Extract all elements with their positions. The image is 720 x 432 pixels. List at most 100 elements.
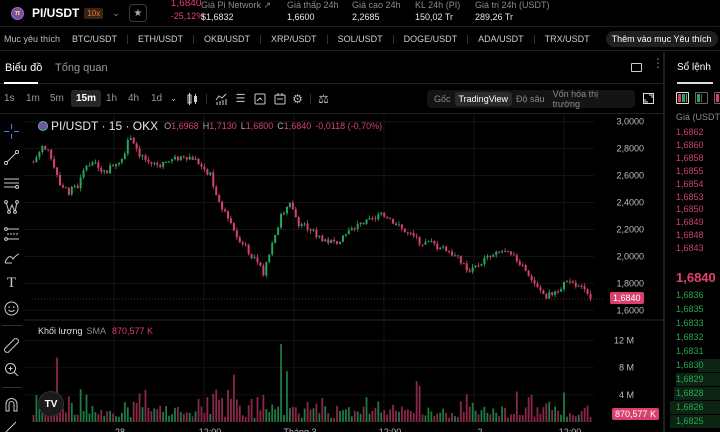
ask-row[interactable]: 1,6862 xyxy=(665,126,720,139)
pair-name[interactable]: PI/USDT xyxy=(32,6,80,20)
ask-row[interactable]: 1,6858 xyxy=(665,152,720,165)
order-book: Sổ lệnh Giá (USDT) 1,6862 1,6860 1,6858 1,6… xyxy=(665,52,720,432)
timeframe-1s[interactable]: 1s xyxy=(4,93,15,104)
ask-row[interactable]: 1,6853 xyxy=(665,191,720,204)
ask-row[interactable]: 1,6860 xyxy=(665,139,720,152)
fullscreen-icon[interactable] xyxy=(642,92,655,105)
price-chart[interactable]: 3,0000 2,8000 2,6000 2,4000 2,2000 2,0000 1,80… xyxy=(24,115,663,432)
bid-row[interactable]: 1,6826 xyxy=(665,401,720,414)
magnet-icon[interactable] xyxy=(3,396,20,413)
order-book-tab-underline xyxy=(677,82,713,84)
text-tool-icon[interactable]: T xyxy=(6,275,17,291)
bid-row[interactable]: 1,6828 xyxy=(665,387,720,400)
favorite-pair-trx-usdt[interactable]: TRX/USDT xyxy=(533,34,600,44)
pattern-icon[interactable] xyxy=(3,199,20,216)
open-label: O xyxy=(164,121,172,131)
fib-retracement-icon[interactable] xyxy=(3,225,20,242)
view-original[interactable]: Gốc xyxy=(434,94,451,104)
bid-row[interactable]: 1,6831 xyxy=(665,345,720,358)
leverage-badge: 10x xyxy=(84,7,104,19)
favorite-pair-okb-usdt[interactable]: OKB/USDT xyxy=(193,34,260,44)
chart-view-switcher: Gốc TradingView Độ sâu Vốn hóa thị trườn… xyxy=(427,89,635,109)
alert-icon[interactable] xyxy=(273,92,286,105)
tab-chart[interactable]: Biểu đồ xyxy=(5,62,43,74)
favorite-pair-btc-usdt[interactable]: BTC/USDT xyxy=(72,33,118,44)
bid-price: 1,6826 xyxy=(676,402,704,412)
bid-row[interactable]: 1,6835 xyxy=(665,303,720,316)
settings-gear-icon[interactable]: ⚙ xyxy=(292,91,303,106)
favorite-pair-eth-usdt[interactable]: ETH/USDT xyxy=(127,34,193,44)
ruler-icon[interactable] xyxy=(3,337,20,354)
ask-row[interactable]: 1,6850 xyxy=(665,203,720,216)
menu-lines-icon[interactable]: ☰ xyxy=(235,93,246,105)
ask-row[interactable]: 1,6854 xyxy=(665,178,720,191)
parallel-lines-icon[interactable] xyxy=(3,175,20,192)
bids-only-view-icon[interactable] xyxy=(695,92,708,104)
timeframe-4h[interactable]: 4h xyxy=(128,93,140,104)
ask-row[interactable]: 1,6855 xyxy=(665,165,720,178)
chart-symbol[interactable]: PI/USDT · 15 · OKX xyxy=(51,119,159,133)
volume-legend: Khối lượng SMA 870,577 K xyxy=(38,326,153,336)
timeframe-1h[interactable]: 1h xyxy=(106,93,118,104)
window-layout-icon[interactable] xyxy=(631,63,642,72)
ticker-stat: KL 24h (PI) 150,02 Tr xyxy=(415,0,460,23)
favorite-pair-doge-usdt[interactable]: DOGE/USDT xyxy=(392,34,468,44)
both-sides-view-icon[interactable] xyxy=(676,92,689,104)
bid-row[interactable]: 1,6832 xyxy=(665,331,720,344)
replay-icon[interactable] xyxy=(253,92,266,105)
view-depth[interactable]: Độ sâu xyxy=(516,94,545,104)
trend-line-icon[interactable] xyxy=(3,149,20,166)
bid-row[interactable]: 1,6829 xyxy=(665,373,720,386)
lock-drawing-icon[interactable] xyxy=(3,418,20,432)
timeframe-1d[interactable]: 1d xyxy=(151,93,163,104)
timeframe-1m[interactable]: 1m xyxy=(26,93,40,104)
ask-price: 1,6853 xyxy=(676,191,704,202)
ask-price: 1,6854 xyxy=(676,178,704,189)
order-book-title[interactable]: Sổ lệnh xyxy=(677,62,711,73)
ask-row[interactable]: 1,6848 xyxy=(665,229,720,242)
candles xyxy=(32,135,592,302)
timeframe-dropdown-chevron-icon[interactable]: ⌄ xyxy=(169,93,178,103)
high-value: 1,7130 xyxy=(209,121,237,131)
high-label: H xyxy=(202,121,210,131)
svg-text:12:00: 12:00 xyxy=(199,427,222,432)
ask-price: 1,6862 xyxy=(676,127,704,137)
ask-row[interactable]: 1,6843 xyxy=(665,242,720,255)
bid-row[interactable]: 1,6830 xyxy=(665,359,720,372)
candlestick-chart[interactable]: 3,0000 2,8000 2,6000 2,4000 2,2000 2,0000 1,80… xyxy=(24,115,663,432)
bid-price: 1,6836 xyxy=(676,290,704,300)
zoom-in-icon[interactable] xyxy=(3,361,20,378)
favorite-pair-xrp-usdt[interactable]: XRP/USDT xyxy=(260,34,327,44)
bid-price: 1,6831 xyxy=(676,346,704,356)
close-label: C xyxy=(277,121,284,131)
emoji-icon[interactable] xyxy=(3,300,20,317)
svg-text:1,6000: 1,6000 xyxy=(616,305,644,315)
tradingview-logo-icon[interactable]: TV xyxy=(38,391,64,417)
ask-row[interactable]: 1,6849 xyxy=(665,216,720,229)
brush-icon[interactable] xyxy=(3,249,20,266)
compare-scale-icon[interactable]: ⚖ xyxy=(318,91,329,106)
favorite-pair-ada-usdt[interactable]: ADA/USDT xyxy=(467,34,534,44)
bid-row[interactable]: 1,6825 xyxy=(665,415,720,428)
asks-only-view-icon[interactable] xyxy=(714,92,720,104)
timeframe-5m[interactable]: 5m xyxy=(50,93,64,104)
bid-row[interactable]: 1,6833 xyxy=(665,317,720,330)
bid-depth-bar xyxy=(674,387,720,400)
view-market-cap[interactable]: Vốn hóa thị trường xyxy=(552,89,599,109)
crosshair-icon[interactable] xyxy=(3,123,20,140)
svg-text:2,4000: 2,4000 xyxy=(616,198,644,208)
indicators-icon[interactable] xyxy=(214,92,227,105)
toolbar-divider xyxy=(2,325,22,326)
more-menu-icon[interactable]: ⋮ xyxy=(652,56,664,70)
toolbar-divider xyxy=(310,94,311,104)
favorite-pair-sol-usdt[interactable]: SOL/USDT xyxy=(326,34,393,44)
svg-text:8 M: 8 M xyxy=(619,363,634,373)
timeframe-15m[interactable]: 15m xyxy=(71,90,102,107)
favorite-star-button[interactable]: ★ xyxy=(128,4,147,22)
view-tradingview[interactable]: TradingView xyxy=(454,92,513,106)
chevron-down-icon[interactable]: ⌄ xyxy=(112,7,120,18)
bid-row[interactable]: 1,6836 xyxy=(665,289,720,302)
tab-overview[interactable]: Tổng quan xyxy=(55,62,108,74)
add-to-favorites-button[interactable]: Thêm vào mục Yêu thích xyxy=(605,31,718,47)
candle-type-icon[interactable] xyxy=(186,92,199,105)
